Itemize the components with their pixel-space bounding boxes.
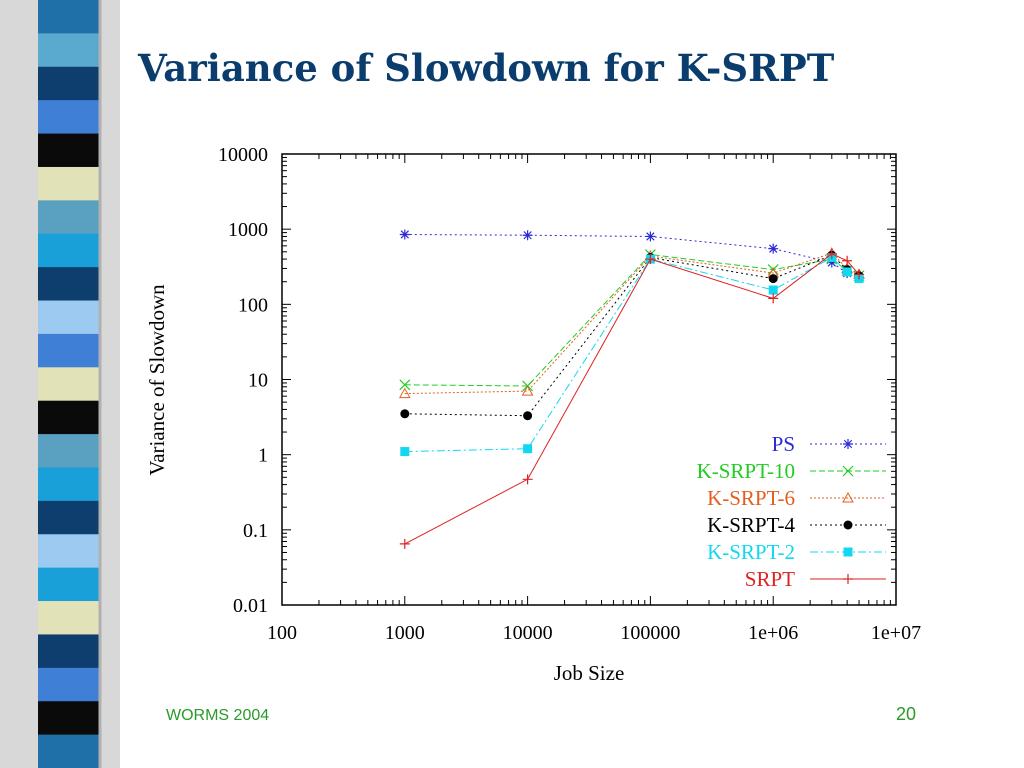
data-point-k-srpt-2 [400, 447, 410, 457]
stripe-block [38, 200, 100, 235]
x-tick-label: 100000 [620, 622, 680, 644]
data-point-k-srpt-6 [398, 387, 411, 399]
stripe-block [38, 701, 100, 736]
series-layer [398, 229, 865, 549]
stripe-block [38, 467, 100, 502]
legend-marker-k-srpt-6 [842, 491, 854, 503]
data-point-k-srpt-2 [523, 444, 533, 454]
plot-area [281, 153, 897, 606]
stripe-block [38, 33, 100, 68]
slide-title: Variance of Slowdown for K-SRPT [138, 46, 835, 90]
x-tick-label: 100 [267, 622, 297, 644]
line-chart: 100 1000 10000 100000 1e+06 1e+07100001000100… [145, 144, 921, 685]
data-point-ps [768, 243, 779, 254]
data-point-srpt [645, 254, 656, 265]
legend-marker-k-srpt-10 [842, 465, 854, 477]
data-point-ps [826, 257, 837, 268]
data-point-srpt [768, 293, 779, 304]
data-point-srpt [826, 248, 837, 259]
stripe-block [38, 0, 100, 34]
data-point-k-srpt-4 [523, 411, 533, 421]
y-axis-label: Variance of Slowdown [145, 284, 169, 476]
data-point-ps [399, 229, 410, 240]
data-point-k-srpt-4 [768, 274, 778, 284]
data-point-k-srpt-2 [768, 285, 778, 295]
data-point-srpt [842, 255, 853, 266]
y-tick-label: 1000 [228, 219, 268, 241]
legend-label-k-srpt-10: K-SRPT-10 [697, 459, 795, 483]
stripe-block [38, 567, 100, 602]
data-point-k-srpt-2 [842, 267, 852, 277]
y-tick-label: 10 [248, 370, 268, 392]
legend-marker-k-srpt-2 [843, 547, 853, 557]
stripe-block [38, 300, 100, 335]
stripe-block [38, 500, 100, 535]
decorative-stripe [0, 0, 120, 768]
data-point-ps [645, 231, 656, 242]
stripe-block [38, 267, 100, 302]
legend-marker-srpt [843, 574, 853, 584]
data-point-srpt [854, 269, 865, 280]
tick-labels: 100 1000 10000 100000 1e+06 1e+07100001000100… [218, 144, 921, 644]
data-point-k-srpt-10 [767, 264, 779, 276]
y-tick-label: 0.01 [233, 595, 268, 617]
y-tick-label: 0.1 [243, 520, 268, 542]
stripe-block [38, 734, 100, 768]
legend: PS K-SRPT-10 K-SRPT-6 K-SRPT-4 K-SRPT-2 SRPT [697, 432, 886, 591]
stripe-block [38, 133, 100, 168]
axis-ticks [281, 153, 897, 606]
x-tick-label: 1e+07 [871, 622, 921, 644]
stripe-block [38, 434, 100, 468]
stripe-block [38, 233, 100, 268]
legend-label-k-srpt-4: K-SRPT-4 [707, 513, 795, 537]
stripe-block [38, 400, 100, 435]
stripe-block [38, 333, 100, 368]
y-tick-label: 1 [258, 445, 268, 467]
y-tick-label: 100 [238, 294, 268, 316]
stripe-block [38, 100, 100, 135]
stripe-block [38, 166, 100, 201]
data-point-k-srpt-10 [399, 379, 411, 391]
data-point-ps [522, 230, 533, 241]
data-point-srpt [399, 538, 410, 549]
legend-label-ps: PS [772, 432, 795, 456]
data-point-srpt [522, 474, 533, 485]
legend-marker-ps [843, 439, 853, 449]
legend-marker-k-srpt-4 [843, 520, 853, 530]
stripe-block [38, 66, 100, 101]
data-point-k-srpt-6 [521, 385, 534, 396]
stripe-block [38, 534, 100, 569]
data-point-k-srpt-4 [400, 409, 410, 419]
legend-label-k-srpt-6: K-SRPT-6 [707, 486, 795, 510]
x-axis-label: Job Size [554, 661, 625, 685]
x-tick-label: 1e+06 [748, 622, 798, 644]
page-number: 20 [896, 704, 917, 724]
legend-label-srpt: SRPT [745, 567, 795, 591]
stripe-block [38, 601, 100, 635]
stripe-block [38, 367, 100, 402]
legend-label-k-srpt-2: K-SRPT-2 [707, 540, 795, 564]
stripe-block [38, 667, 100, 702]
series-srpt [399, 248, 865, 549]
footer-conference: WORMS 2004 [166, 707, 270, 724]
y-tick-label: 10000 [218, 144, 268, 166]
x-tick-label: 10000 [503, 622, 553, 644]
stripe-block [38, 634, 100, 669]
x-tick-label: 1000 [385, 622, 425, 644]
